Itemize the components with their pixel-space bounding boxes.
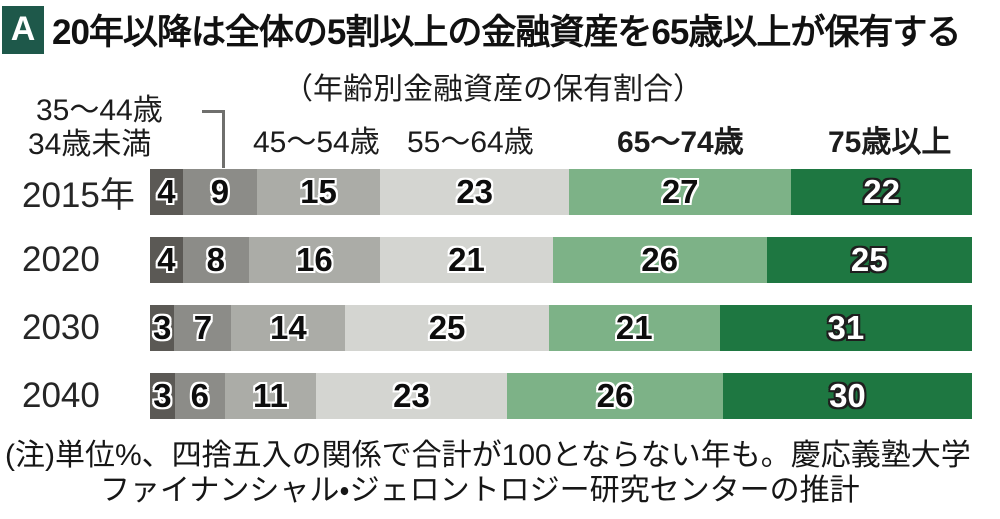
bar-segment: 4 xyxy=(150,169,183,215)
bar-segment: 25 xyxy=(766,237,972,283)
source-note-line-1: (注)単位%、四捨五入の関係で合計が100とならない年も。慶応義塾大学 xyxy=(5,439,971,472)
stacked-bar: 3 6 11 23 26 30 xyxy=(150,373,972,419)
stacked-bar: 3 7 14 25 21 31 xyxy=(150,305,972,351)
row-label: 2015年 xyxy=(22,175,135,215)
bar-segment: 27 xyxy=(569,169,792,215)
row-label: 2030 xyxy=(22,308,100,347)
segment-value: 9 xyxy=(210,173,230,210)
bar-segment: 6 xyxy=(174,373,225,419)
segment-value: 4 xyxy=(157,241,176,278)
segment-value: 27 xyxy=(661,173,699,210)
segment-value: 25 xyxy=(428,309,466,346)
panel-a-badge: A xyxy=(2,5,44,54)
chart-row: 2030 3 7 14 25 21 31 xyxy=(0,305,1000,351)
segment-value: 14 xyxy=(270,309,307,346)
bar-segment: 11 xyxy=(224,373,317,419)
segment-value: 16 xyxy=(296,241,333,278)
bar-segment: 15 xyxy=(256,169,381,215)
legend-age-35-44: 35〜44歳 xyxy=(36,94,163,127)
legend-age-45-54: 45〜54歳 xyxy=(253,126,380,159)
segment-value: 21 xyxy=(615,309,653,346)
bar-segment: 3 xyxy=(150,373,175,419)
segment-value: 23 xyxy=(456,173,494,210)
segment-value: 30 xyxy=(829,377,866,414)
header: A 20年以降は全体の5割以上の金融資産を65歳以上が保有する xyxy=(0,4,1000,55)
chart-rows: 2015年 4 9 15 23 27 22 2020 4 8 16 21 26 25 2030 3 7 14 25 2… xyxy=(0,169,1000,441)
segment-value: 3 xyxy=(153,377,172,414)
bar-segment: 31 xyxy=(719,305,972,351)
segment-value: 15 xyxy=(300,173,337,210)
bar-segment: 23 xyxy=(380,169,570,215)
segment-value: 22 xyxy=(863,173,900,210)
segment-value: 6 xyxy=(190,377,209,414)
chart-row: 2040 3 6 11 23 26 30 xyxy=(0,373,1000,419)
segment-value: 21 xyxy=(448,241,485,278)
chart-row: 2020 4 8 16 21 26 25 xyxy=(0,237,1000,283)
segment-value: 26 xyxy=(641,241,678,278)
chart-row: 2015年 4 9 15 23 27 22 xyxy=(0,169,1000,215)
segment-value: 8 xyxy=(206,241,225,278)
bar-segment: 8 xyxy=(182,237,249,283)
bar-segment: 9 xyxy=(182,169,257,215)
stacked-bar: 4 9 15 23 27 22 xyxy=(150,169,972,215)
segment-value: 3 xyxy=(153,309,172,346)
bar-segment: 26 xyxy=(507,373,723,419)
bar-segment: 16 xyxy=(248,237,381,283)
bar-segment: 22 xyxy=(791,169,972,215)
bar-segment: 14 xyxy=(231,305,346,351)
stacked-bar: 4 8 16 21 26 25 xyxy=(150,237,972,283)
source-note-line-2: ファイナンシャル・ジェロントロジー研究センターの推計 xyxy=(100,474,860,507)
bar-segment: 4 xyxy=(150,237,183,283)
bar-segment: 7 xyxy=(174,305,232,351)
segment-value: 31 xyxy=(827,309,865,346)
bar-segment: 3 xyxy=(150,305,175,351)
segment-value: 11 xyxy=(252,377,288,414)
bar-segment: 21 xyxy=(548,305,720,351)
segment-value: 25 xyxy=(850,241,888,278)
bar-segment: 25 xyxy=(345,305,549,351)
legend-age-65-74: 65〜74歳 xyxy=(617,126,744,159)
segment-value: 4 xyxy=(157,173,176,210)
bar-segment: 26 xyxy=(552,237,767,283)
row-label: 2040 xyxy=(22,376,100,415)
chart-subtitle: （年齢別金融資産の保有割合） xyxy=(283,73,703,106)
legend-connector-line xyxy=(202,110,225,168)
bar-segment: 30 xyxy=(722,373,972,419)
chart-title: 20年以降は全体の5割以上の金融資産を65歳以上が保有する xyxy=(52,13,961,52)
source-note: (注)単位%、四捨五入の関係で合計が100とならない年も。慶応義塾大学 ファイナ… xyxy=(0,438,1000,508)
segment-value: 23 xyxy=(393,377,430,414)
legend-age-under-34: 34歳未満 xyxy=(28,128,152,161)
bar-segment: 21 xyxy=(380,237,553,283)
segment-value: 7 xyxy=(193,309,213,346)
legend-age-55-64: 55〜64歳 xyxy=(407,126,534,159)
bar-segment: 23 xyxy=(316,373,508,419)
row-label: 2020 xyxy=(22,240,100,279)
legend-age-75-plus: 75歳以上 xyxy=(828,126,952,159)
segment-value: 26 xyxy=(596,377,634,414)
